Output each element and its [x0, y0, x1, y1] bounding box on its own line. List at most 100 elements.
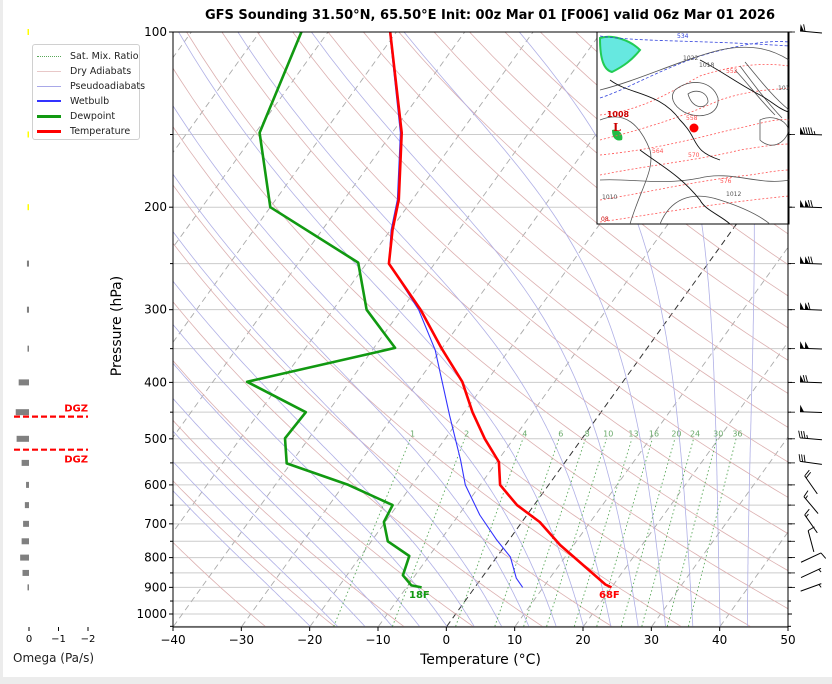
location-marker — [689, 123, 699, 133]
barb-full — [807, 526, 815, 532]
sounding-traces — [245, 32, 613, 589]
barb-full — [820, 552, 827, 559]
omega-bar — [27, 131, 29, 138]
contour-label: 1018 — [699, 62, 714, 69]
barb-staff — [800, 552, 822, 563]
legend-label: Sat. Mix. Ratio — [70, 50, 139, 62]
mixing-ratio-line — [455, 438, 524, 627]
wind-barb — [790, 526, 815, 553]
pseudoadiabat — [403, 32, 666, 627]
isotherm-line — [173, 32, 602, 627]
mixing-ratio-line — [641, 438, 694, 627]
mixing-ratio-line — [596, 438, 653, 627]
legend-item: Dewpoint — [37, 109, 115, 123]
barb-full — [805, 375, 808, 383]
thickness-contour — [599, 64, 789, 116]
omega-tick-label: 0 — [26, 634, 32, 645]
omega-bar — [27, 204, 29, 211]
barb-full — [803, 490, 809, 497]
pseudoadiabat — [173, 105, 557, 627]
barb-full — [805, 127, 808, 135]
mixing-ratio-line — [494, 438, 560, 627]
barb-full — [810, 256, 813, 264]
y-tick-label: 300 — [144, 303, 167, 317]
wind-barb — [790, 24, 823, 34]
omega-bar — [21, 459, 29, 466]
omega-tick-label: −2 — [81, 634, 96, 645]
barb-flag — [800, 302, 805, 310]
legend-swatch — [37, 129, 61, 133]
contour-label: 558 — [686, 115, 698, 122]
thickness-contour — [599, 87, 789, 141]
wind-barb — [790, 404, 823, 414]
x-tick-label: 0 — [443, 633, 451, 647]
frame-edge — [0, 0, 3, 684]
border-line — [609, 79, 721, 161]
frame-edge — [0, 677, 832, 684]
dry-adiabat — [173, 480, 335, 627]
pseudoadiabat — [173, 231, 502, 627]
dry-adiabat — [398, 32, 788, 361]
pseudoadiabat — [173, 362, 420, 627]
legend-item: Pseudoadiabats — [37, 79, 145, 93]
isotherm-line — [583, 341, 788, 627]
barb-full — [802, 127, 806, 135]
omega-bar — [20, 554, 29, 561]
barb-full — [807, 256, 811, 264]
barb-staff — [799, 133, 823, 136]
isotherm-line — [173, 32, 466, 438]
legend-item: Temperature — [37, 124, 130, 138]
wind-barb — [790, 490, 819, 514]
mixing-ratio-label: 16 — [649, 430, 659, 439]
isotherm-line — [173, 32, 397, 344]
wind-barb — [790, 341, 823, 350]
wind-barb — [790, 508, 818, 534]
barb-full — [807, 127, 811, 135]
barb-flag — [805, 256, 810, 264]
pressure-contour — [599, 175, 789, 183]
mixing-ratio-line — [523, 438, 586, 627]
plot-frame — [172, 31, 789, 628]
y-axis-label: Pressure (hPa) — [109, 275, 125, 377]
dry-adiabat — [173, 541, 266, 627]
barb-staff — [803, 496, 819, 514]
wind-barb — [790, 454, 822, 465]
legend-label: Pseudoadiabats — [70, 80, 146, 92]
pseudoadiabat — [173, 173, 530, 627]
y-tick-label: 600 — [144, 478, 167, 492]
dry-adiabat — [173, 184, 682, 627]
barb-full — [804, 469, 810, 477]
mixing-ratio-line — [573, 438, 633, 627]
legend-swatch — [37, 114, 61, 118]
mixing-ratio-line — [333, 438, 411, 627]
mixing-ratio-label: 13 — [628, 430, 638, 439]
legend-item: Sat. Mix. Ratio — [37, 49, 139, 63]
barb-full — [807, 302, 811, 310]
wind-barb — [790, 199, 823, 209]
legend-item: Wetbulb — [37, 94, 109, 108]
barb-flag — [800, 404, 805, 412]
contour-label: 576 — [720, 178, 732, 185]
omega-tick-label: −1 — [51, 634, 66, 645]
omega-bar — [21, 538, 29, 545]
legend-item: Dry Adiabats — [37, 64, 131, 78]
pressure-contour — [734, 61, 789, 119]
legend-label: Dewpoint — [70, 110, 116, 122]
barb-staff — [800, 567, 822, 579]
height-contour — [599, 35, 789, 47]
legend-swatch — [37, 85, 61, 87]
x-tick-label: −10 — [365, 633, 390, 647]
y-tick-label: 1000 — [136, 607, 167, 621]
barb-full — [804, 508, 810, 516]
omega-bar — [18, 379, 29, 386]
barb-full — [798, 430, 801, 438]
border-line — [699, 59, 789, 113]
x-tick-label: 30 — [644, 633, 659, 647]
pressure-contour — [759, 117, 789, 146]
barb-flag — [800, 24, 805, 32]
precip-area — [598, 35, 642, 74]
barb-half — [818, 569, 822, 573]
omega-axis-label: Omega (Pa/s) — [13, 651, 95, 665]
